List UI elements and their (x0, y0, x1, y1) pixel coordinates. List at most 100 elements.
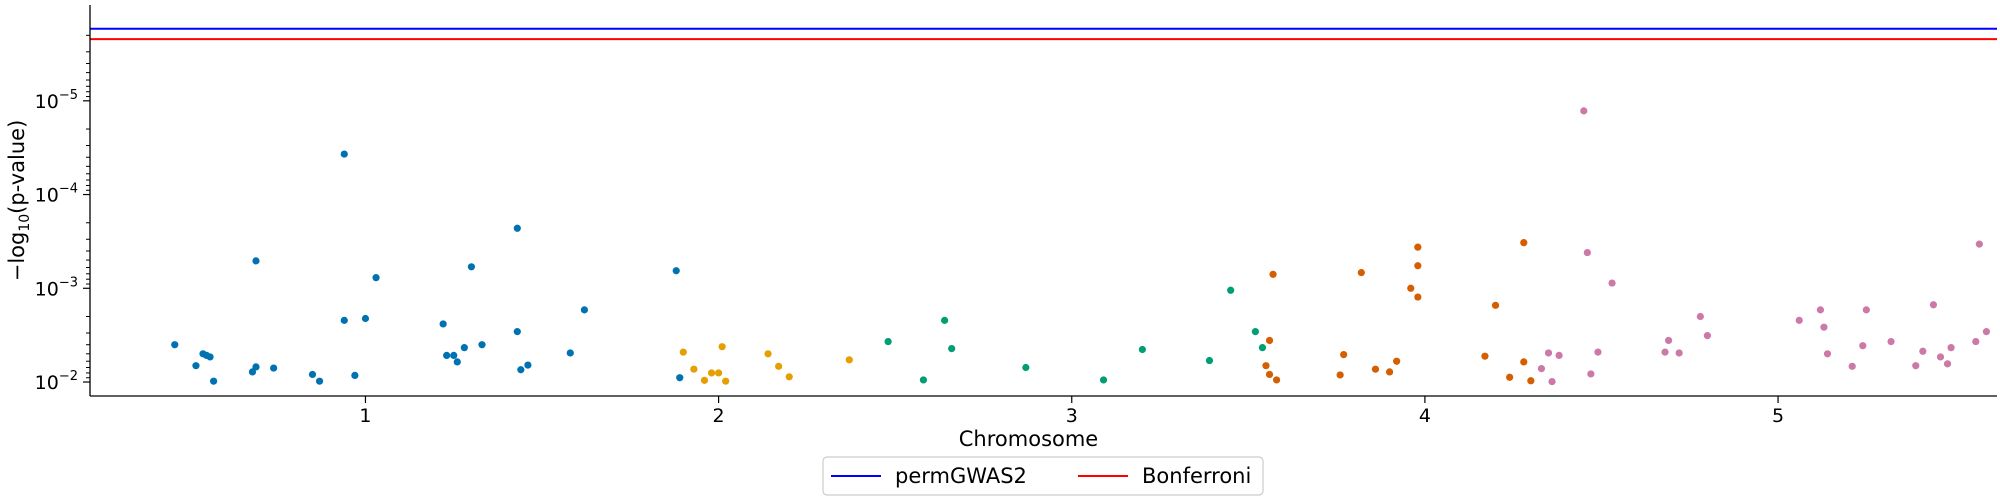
data-point-chr4 (1393, 357, 1401, 365)
data-point-chr5 (1580, 107, 1588, 115)
data-point-chr1 (340, 150, 348, 158)
y-tick-label: 10−2 (35, 369, 78, 394)
data-points (171, 107, 1991, 386)
data-point-chr3 (1251, 328, 1259, 336)
y-tick-label-exponent: −4 (59, 182, 78, 197)
data-point-chr3 (1227, 286, 1235, 294)
data-point-chr5 (1848, 362, 1856, 370)
data-point-chr2 (845, 356, 853, 364)
data-point-chr5 (1594, 348, 1602, 356)
data-point-chr5 (1862, 306, 1870, 314)
data-point-chr5 (1661, 348, 1669, 356)
data-point-chr1 (270, 364, 278, 372)
data-point-chr4 (1357, 268, 1365, 277)
y-axis-label-prefix: −log (5, 232, 29, 282)
legend-label-permgwas2: permGWAS2 (895, 464, 1027, 488)
data-point-chr5 (1696, 312, 1704, 321)
data-point-chr1 (450, 351, 458, 359)
data-point-chr3 (1205, 356, 1214, 365)
data-point-chr1 (513, 224, 521, 232)
y-axis-label-subscript: 10 (17, 214, 33, 232)
data-point-chr3 (948, 344, 956, 353)
data-point-chr1 (443, 351, 451, 359)
data-point-chr5 (1675, 349, 1683, 357)
data-point-chr1 (351, 371, 359, 379)
data-point-chr4 (1385, 368, 1394, 376)
data-point-chr5 (1929, 301, 1938, 309)
data-point-chr4 (1506, 373, 1514, 381)
data-point-chr1 (340, 316, 348, 324)
data-point-chr4 (1414, 293, 1422, 301)
data-point-chr5 (1583, 248, 1591, 257)
legend-label-bonferroni: Bonferroni (1142, 464, 1251, 488)
data-point-chr4 (1262, 362, 1270, 370)
data-point-chr1 (171, 341, 179, 349)
data-point-chr2 (715, 369, 723, 377)
data-point-chr1 (252, 257, 260, 265)
data-point-chr5 (1816, 306, 1825, 314)
data-point-chr1 (210, 377, 218, 385)
data-point-chr5 (1544, 349, 1553, 357)
y-tick-label: 10−3 (35, 275, 78, 300)
data-point-chr2 (700, 376, 709, 384)
data-point-chr4 (1371, 365, 1380, 373)
data-point-chr4 (1414, 243, 1422, 251)
data-point-chr4 (1272, 376, 1281, 384)
data-point-chr4 (1265, 336, 1274, 345)
data-point-chr1 (467, 263, 475, 271)
x-tick-label: 2 (713, 405, 725, 427)
y-axis-ticks: 10−210−310−410−5 (35, 34, 90, 394)
data-point-chr2 (679, 348, 687, 356)
data-point-chr2 (718, 343, 726, 351)
y-tick-label-exponent: −3 (59, 275, 78, 290)
data-point-chr4 (1407, 284, 1415, 292)
data-point-chr1 (672, 267, 680, 275)
x-tick-label: 1 (359, 405, 371, 427)
data-point-chr1 (439, 320, 447, 328)
data-point-chr5 (1664, 336, 1673, 345)
data-point-chr1 (248, 368, 257, 376)
data-point-chr5 (1936, 353, 1945, 361)
x-axis-label: Chromosome (959, 427, 1098, 451)
data-point-chr5 (1537, 365, 1546, 373)
data-point-chr1 (524, 361, 532, 369)
y-tick-label-exponent: −2 (59, 369, 78, 384)
data-point-chr5 (1795, 316, 1803, 324)
data-point-chr4 (1481, 352, 1489, 360)
data-point-chr2 (785, 373, 793, 381)
y-tick-label: 10−5 (35, 88, 78, 113)
data-point-chr1 (308, 370, 317, 379)
data-point-chr1 (453, 358, 461, 366)
data-point-chr5 (1982, 328, 1991, 336)
y-tick-label-base: 10 (35, 372, 59, 394)
data-point-chr5 (1887, 337, 1895, 346)
legend: permGWAS2 Bonferroni (822, 456, 1264, 496)
data-point-chr5 (1548, 378, 1556, 386)
data-point-chr5 (1608, 279, 1616, 287)
y-tick-label-base: 10 (35, 278, 59, 300)
data-point-chr3 (1258, 344, 1267, 352)
y-tick-label: 10−4 (35, 182, 78, 207)
data-point-chr5 (1820, 323, 1828, 331)
legend-frame (822, 456, 1264, 496)
data-point-chr3 (1099, 376, 1108, 384)
data-point-chr1 (566, 349, 574, 357)
data-point-chr4 (1265, 370, 1274, 379)
data-point-chr3 (1138, 345, 1146, 354)
data-point-chr5 (1975, 240, 1983, 248)
y-tick-label-base: 10 (35, 185, 59, 207)
threshold-lines (90, 27, 1997, 41)
data-point-chr5 (1703, 332, 1712, 340)
data-point-chr1 (206, 353, 214, 361)
data-point-chr4 (1336, 371, 1344, 379)
y-axis-label: −log10(p-value) (5, 120, 33, 282)
data-point-chr2 (764, 350, 772, 358)
data-point-chr5 (1823, 350, 1832, 358)
data-point-chr2 (775, 362, 783, 370)
data-point-chr3 (884, 337, 892, 346)
data-point-chr4 (1414, 262, 1422, 270)
x-tick-label: 5 (1772, 405, 1784, 427)
data-point-chr5 (1587, 370, 1595, 378)
x-tick-label: 4 (1419, 405, 1431, 427)
